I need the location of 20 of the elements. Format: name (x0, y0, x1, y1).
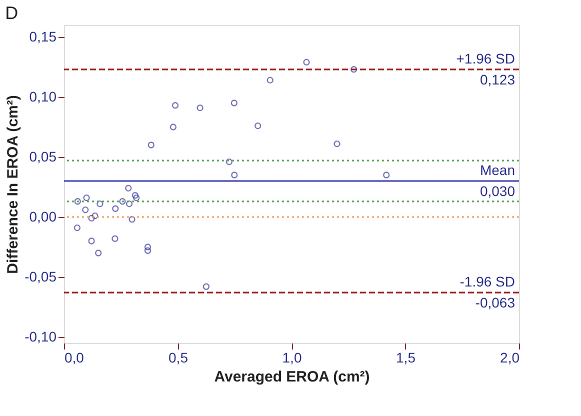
annotation: -0,063 (475, 294, 516, 311)
ref-line-label: -1.96 SD (460, 274, 515, 290)
annotation: 0,030 (480, 183, 516, 199)
ref-line-label: Mean (480, 162, 515, 178)
y-tick-label: -0,10 (24, 328, 57, 344)
x-tick-label: 0,5 (168, 350, 188, 366)
y-axis-title: Difference In EROA (cm²) (4, 95, 22, 274)
chart-title: D (5, 3, 18, 23)
y-tick-label: 0,05 (29, 148, 57, 164)
y-tick-label: 0,15 (29, 28, 57, 44)
x-tick-label: 1,5 (396, 350, 416, 366)
y-tick-label: -0,05 (24, 268, 57, 284)
x-tick-label: 2,0 (500, 350, 520, 366)
x-tick-label: 1,0 (282, 350, 302, 366)
x-axis-title: Averaged EROA (cm²) (214, 368, 370, 386)
y-tick-label: 0,00 (29, 208, 57, 224)
y-tick-label: 0,10 (29, 88, 57, 104)
annotation: 0,123 (480, 71, 516, 88)
x-tick-label: 0,0 (64, 350, 84, 366)
ref-line-label: +1.96 SD (456, 50, 515, 66)
